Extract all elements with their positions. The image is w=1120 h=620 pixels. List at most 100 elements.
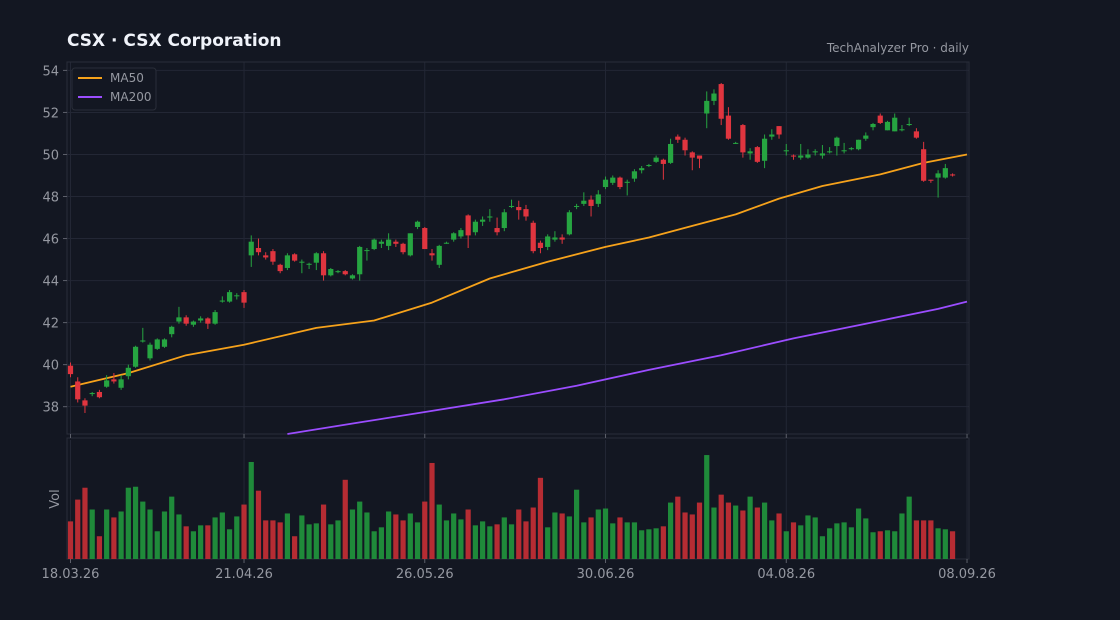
candle-body	[718, 84, 724, 119]
volume-bar	[501, 517, 507, 559]
volume-bar	[386, 511, 392, 559]
candle-body	[422, 228, 428, 250]
volume-bar	[96, 536, 103, 559]
candle-body	[819, 153, 826, 156]
volume-bar	[429, 462, 435, 559]
volume-bar	[841, 522, 847, 559]
price-tick-label: 54	[42, 64, 59, 79]
volume-bar	[104, 509, 110, 559]
candle-body	[545, 236, 551, 247]
candle-body	[761, 138, 768, 161]
volume-bar	[234, 516, 240, 559]
volume-bar	[689, 514, 695, 559]
price-axis-ticks: 38 40 42 44 46 48 50 52 54	[42, 64, 67, 416]
candle-body	[169, 326, 175, 335]
candle-body	[935, 173, 941, 178]
volume-bar	[414, 522, 421, 559]
candle-body	[140, 340, 146, 342]
candle-body	[458, 230, 464, 237]
candle-body	[284, 255, 290, 268]
volume-bar	[725, 502, 732, 559]
candle-body	[393, 241, 399, 244]
candle-body	[682, 139, 688, 151]
volume-bar	[248, 461, 254, 559]
volume-bar	[176, 514, 182, 559]
volume-bar	[443, 520, 450, 559]
candle-body	[176, 317, 182, 322]
volume-bar	[140, 501, 146, 559]
price-tick-label: 40	[42, 359, 59, 374]
volume-bar	[696, 502, 703, 559]
volume-bar	[212, 517, 218, 559]
volume-bar	[928, 520, 934, 559]
candle-body	[451, 233, 457, 240]
volume-bars	[67, 455, 956, 559]
volume-bar	[899, 513, 905, 559]
volume-bar	[205, 525, 211, 559]
volume-bar	[935, 528, 941, 559]
volume-bar	[125, 487, 131, 559]
candle-body	[704, 100, 710, 114]
legend-label-ma200: MA200	[110, 90, 151, 104]
volume-bar	[805, 515, 811, 559]
source-label: TechAnalyzer Pro · daily	[826, 41, 969, 55]
candle-body	[798, 155, 804, 158]
volume-bar	[255, 490, 262, 559]
candle-body	[67, 365, 74, 375]
volume-bar	[407, 513, 413, 559]
candle-body	[805, 154, 811, 158]
price-tick-label: 52	[42, 106, 59, 121]
candle-body	[270, 251, 276, 262]
volume-bar	[588, 517, 594, 559]
candle-body	[400, 243, 406, 253]
volume-bar	[422, 501, 428, 559]
volume-bar	[190, 531, 197, 559]
volume-bar	[480, 521, 486, 559]
candle-body	[631, 171, 638, 179]
price-tick-label: 44	[42, 275, 59, 290]
candle-body	[870, 124, 876, 128]
volume-bar	[617, 517, 623, 559]
volume-bar	[284, 513, 290, 559]
volume-bar	[378, 527, 384, 559]
candle-body	[407, 233, 413, 256]
candle-body	[581, 200, 587, 204]
candle-body	[299, 261, 305, 263]
candle-body	[118, 379, 124, 388]
candle-body	[501, 212, 507, 229]
volume-bar	[892, 531, 898, 559]
volume-bar	[870, 532, 876, 559]
volume-bar	[776, 513, 782, 559]
candle-body	[928, 179, 934, 181]
candle-body	[472, 221, 478, 233]
candle-body	[234, 295, 240, 297]
volume-bar	[718, 494, 724, 559]
candle-body	[646, 164, 652, 167]
candle-body	[906, 124, 912, 126]
candle-body	[884, 121, 891, 131]
candle-body	[198, 318, 204, 321]
volume-bar	[494, 524, 500, 559]
volume-bar	[559, 513, 565, 559]
volume-bar	[400, 520, 406, 559]
volume-axis-label: Vol	[48, 489, 63, 508]
date-tick-label: 18.03.26	[42, 567, 100, 582]
volume-bar	[75, 499, 81, 559]
volume-bar	[675, 496, 681, 559]
candle-body	[595, 194, 601, 204]
volume-bar	[942, 529, 948, 559]
candle-body	[313, 253, 319, 263]
ma200-path	[287, 300, 968, 435]
volume-bar	[198, 525, 204, 559]
candle-body	[653, 157, 659, 162]
volume-bar	[147, 509, 153, 559]
candle-body	[104, 380, 110, 387]
candle-body	[733, 142, 739, 144]
volume-bar	[581, 522, 587, 559]
volume-bar	[646, 529, 652, 559]
volume-bar	[241, 504, 247, 559]
volume-bar	[754, 507, 760, 559]
candle-body	[154, 339, 160, 349]
candle-body	[559, 237, 565, 240]
volume-bar	[82, 487, 88, 559]
